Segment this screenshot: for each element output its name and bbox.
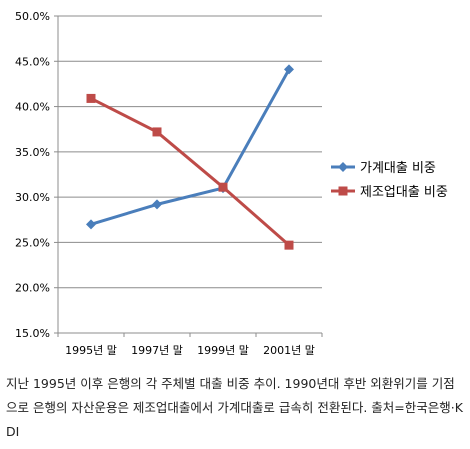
x-tick-label: 1995년 말 [65, 344, 117, 357]
y-tick-label: 40.0% [15, 101, 50, 114]
x-tick-label: 2001년 말 [263, 344, 315, 357]
data-point-square [86, 93, 96, 103]
y-tick-label: 20.0% [15, 282, 50, 295]
y-tick-label: 25.0% [15, 236, 50, 249]
legend-marker-square [338, 186, 348, 196]
legend-marker-diamond [338, 162, 348, 172]
y-tick-label: 35.0% [15, 146, 50, 159]
x-tick-labels: 1995년 말 1997년 말 1999년 말 2001년 말 [65, 344, 315, 357]
axes [54, 15, 323, 337]
series-lines [86, 64, 294, 250]
data-point-diamond [284, 64, 294, 75]
series-line [90, 97, 290, 247]
data-point-diamond [152, 199, 162, 210]
y-tick-label: 45.0% [15, 55, 50, 68]
y-tick-label: 15.0% [15, 327, 50, 340]
data-point-square [152, 127, 162, 137]
data-point-square [284, 240, 294, 250]
data-point-diamond [86, 219, 96, 230]
legend-label: 가계대출 비중 [360, 161, 436, 176]
x-tick-label: 1997년 말 [131, 344, 183, 357]
line-chart: 15.0% 20.0% 25.0% 30.0% 35.0% 40.0% 45.0% 50.0%… [15, 10, 448, 357]
series-line [90, 68, 291, 226]
y-tick-label: 30.0% [15, 191, 50, 204]
y-tick-labels: 15.0% 20.0% 25.0% 30.0% 35.0% 40.0% 45.0% 50.0% [15, 10, 50, 340]
y-tick-label: 50.0% [15, 10, 50, 23]
legend-label: 제조업대출 비중 [360, 185, 448, 200]
gridlines [58, 15, 322, 334]
data-point-square [218, 182, 228, 192]
x-tick-label: 1999년 말 [197, 344, 249, 357]
figure-caption: 지난 1995년 이후 은행의 각 주체별 대출 비중 추이. 1990년대 후… [6, 376, 463, 439]
